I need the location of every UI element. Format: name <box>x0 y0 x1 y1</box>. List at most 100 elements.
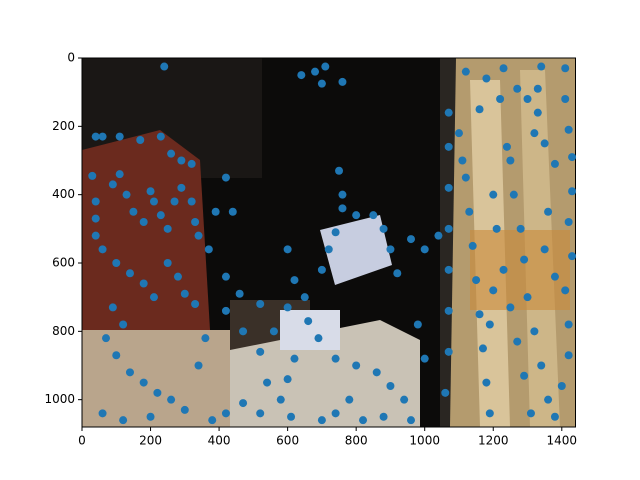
point <box>568 153 577 162</box>
point <box>533 84 542 93</box>
point <box>475 105 484 114</box>
point <box>98 409 107 418</box>
point <box>352 211 361 220</box>
point <box>204 245 213 254</box>
point <box>287 412 296 421</box>
point <box>122 190 131 199</box>
point <box>208 416 217 425</box>
point <box>550 159 559 168</box>
point <box>139 378 148 387</box>
point <box>228 207 237 216</box>
point <box>564 320 573 329</box>
point <box>167 149 176 158</box>
point <box>506 156 515 165</box>
point <box>112 351 121 360</box>
point <box>187 197 196 206</box>
point <box>101 334 110 343</box>
point <box>156 211 165 220</box>
point <box>235 289 244 298</box>
x-tick-label: 0 <box>78 434 86 448</box>
point <box>516 224 525 233</box>
point <box>372 368 381 377</box>
point <box>112 259 121 267</box>
point <box>454 129 463 138</box>
point <box>297 71 306 80</box>
point <box>482 378 491 387</box>
background-photo <box>82 58 576 427</box>
point <box>475 310 484 319</box>
point <box>458 156 467 165</box>
point <box>444 265 453 274</box>
y-tick-label: 1000 <box>44 392 75 406</box>
point <box>420 245 429 254</box>
point <box>314 334 323 343</box>
point <box>221 173 230 182</box>
point <box>276 395 285 404</box>
point <box>139 218 148 226</box>
point <box>544 395 553 404</box>
point <box>324 245 333 254</box>
point <box>146 412 155 421</box>
point <box>283 303 292 312</box>
x-tick-label: 400 <box>208 434 231 448</box>
point <box>523 95 532 103</box>
point <box>125 269 134 278</box>
point <box>160 62 169 71</box>
point <box>263 378 272 387</box>
point <box>180 289 189 298</box>
point <box>492 224 501 233</box>
point <box>520 255 529 264</box>
point <box>290 354 299 363</box>
point <box>335 166 344 175</box>
point <box>407 235 415 244</box>
point <box>557 382 566 390</box>
point <box>317 79 326 88</box>
point <box>561 64 570 73</box>
point <box>170 197 179 206</box>
point <box>331 354 340 363</box>
point <box>187 159 196 168</box>
point <box>91 132 100 141</box>
point <box>221 306 230 315</box>
point <box>129 207 138 216</box>
point <box>239 399 248 408</box>
y-tick-label: 0 <box>67 51 75 65</box>
point <box>564 218 573 226</box>
point <box>317 416 326 425</box>
point <box>331 228 340 237</box>
point <box>561 286 570 295</box>
point <box>513 337 522 346</box>
point <box>194 361 203 370</box>
point <box>465 207 474 216</box>
point <box>163 259 172 267</box>
point <box>413 320 422 329</box>
point <box>369 211 378 220</box>
point <box>537 361 546 370</box>
point <box>530 327 539 336</box>
x-tick-label: 1000 <box>409 434 440 448</box>
point <box>393 269 402 278</box>
point <box>115 170 124 179</box>
point <box>194 231 203 240</box>
point <box>338 204 347 213</box>
point <box>119 320 128 329</box>
point <box>444 183 453 192</box>
point <box>544 207 553 216</box>
point <box>496 95 505 103</box>
point <box>540 245 549 254</box>
point <box>482 74 491 83</box>
point <box>537 62 546 71</box>
point <box>191 300 200 308</box>
x-tick-label: 1200 <box>478 434 509 448</box>
point <box>177 156 186 165</box>
point <box>379 412 388 421</box>
point <box>191 218 200 226</box>
point <box>526 409 535 418</box>
point <box>444 142 453 151</box>
point <box>533 108 542 117</box>
x-tick-label: 600 <box>276 434 299 448</box>
point <box>478 344 487 353</box>
point <box>119 416 128 425</box>
point <box>485 409 494 418</box>
